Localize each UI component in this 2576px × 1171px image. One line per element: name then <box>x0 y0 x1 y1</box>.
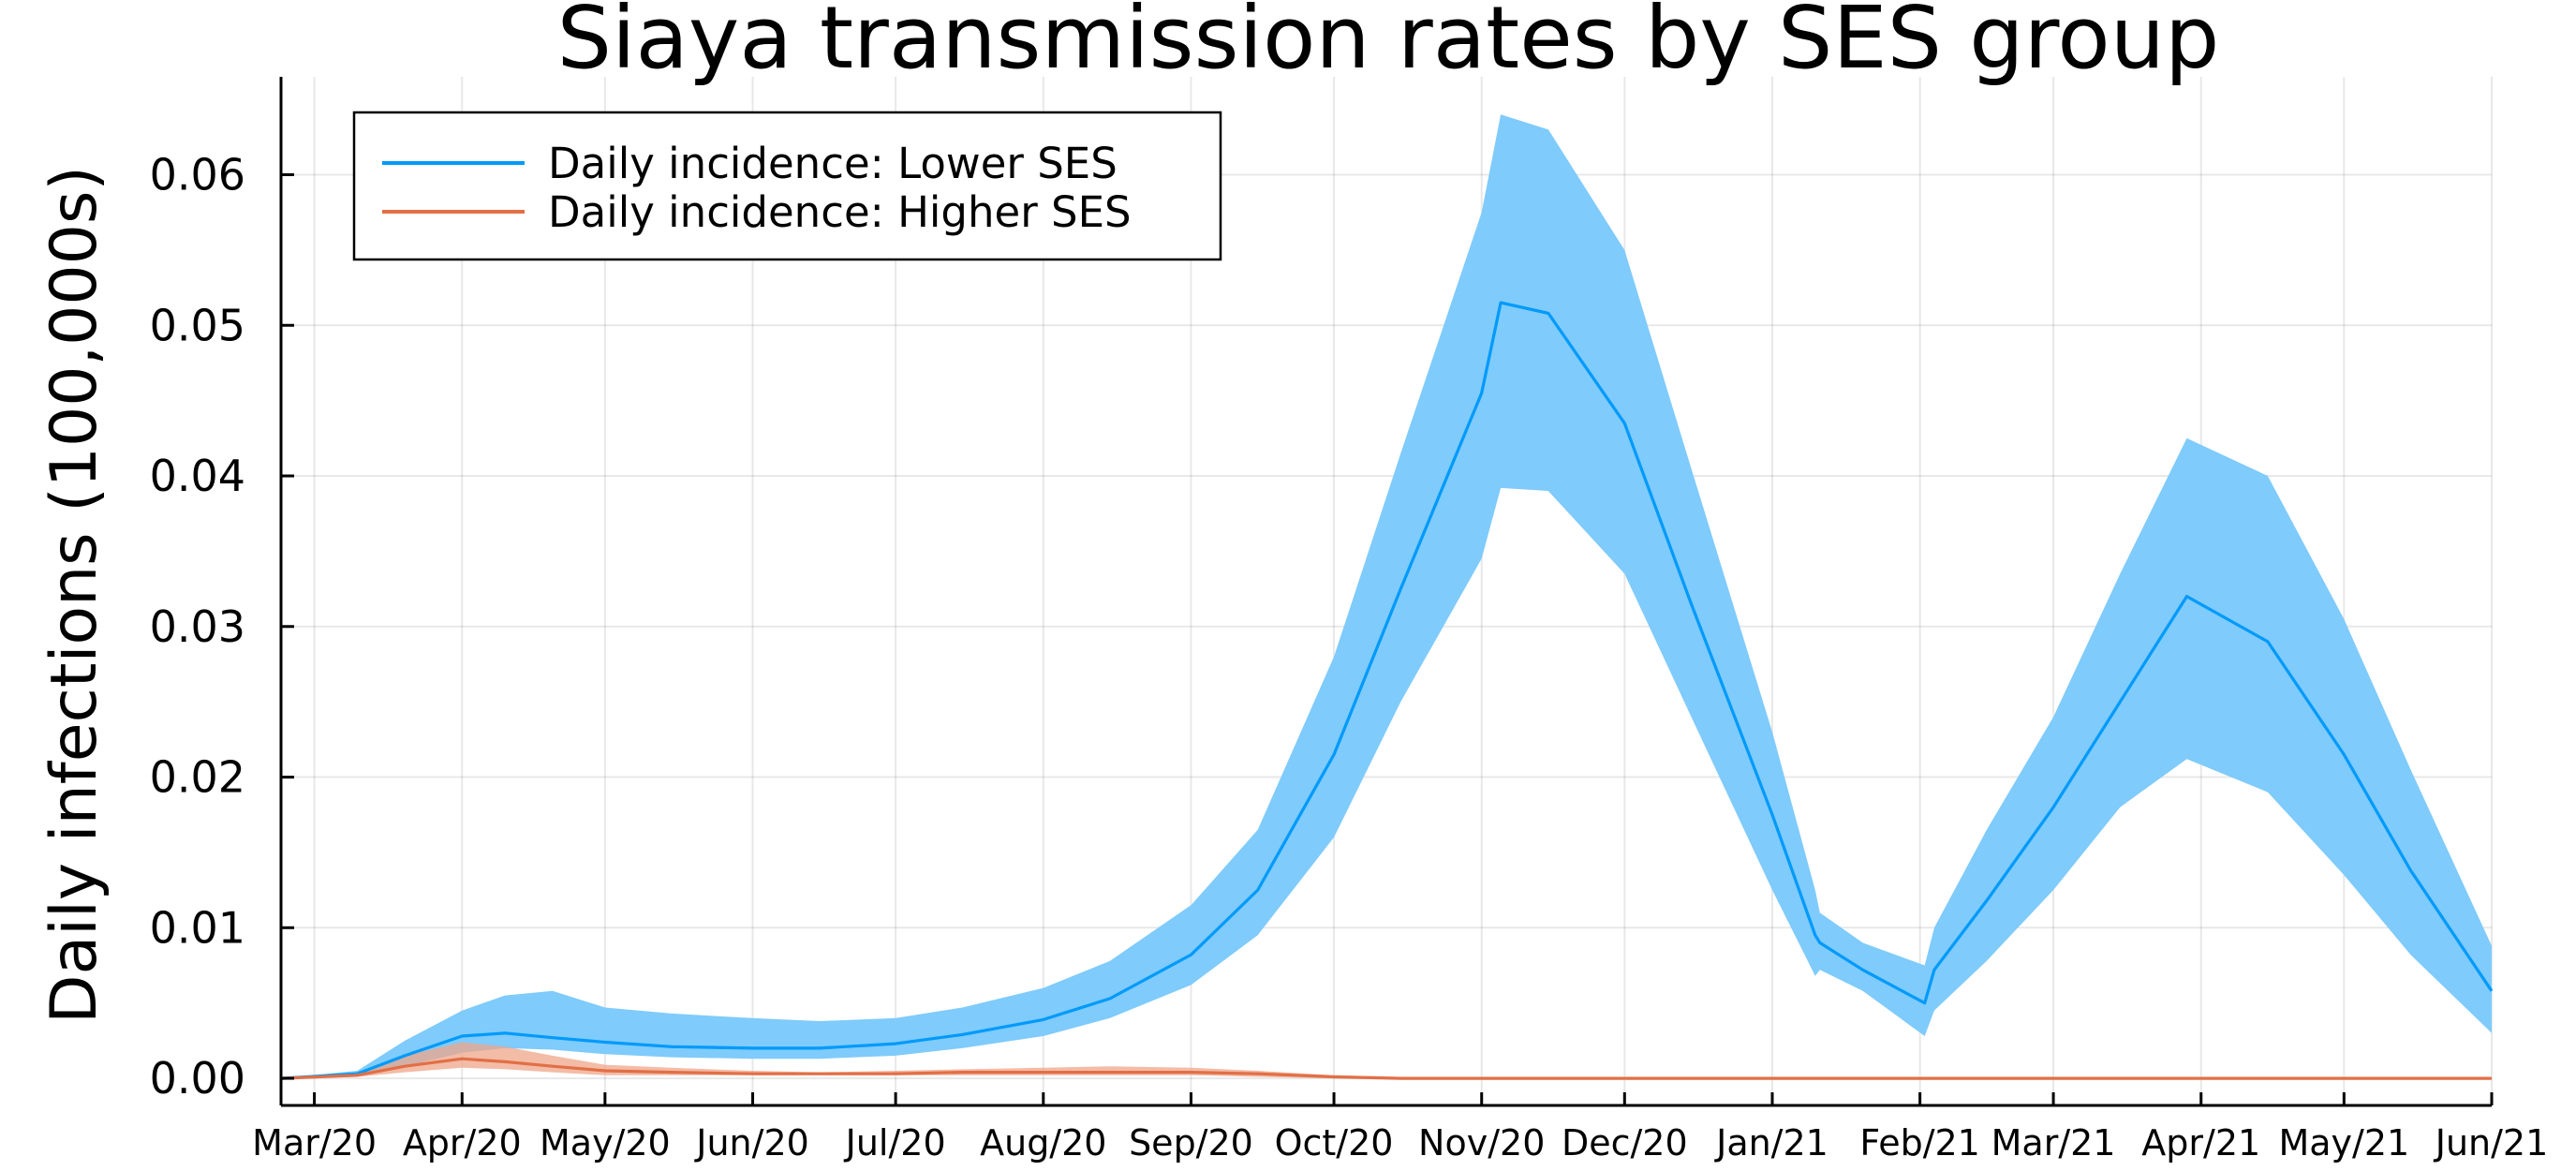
y-axis-label: Daily infections (100,000s) <box>37 166 111 1024</box>
legend-entry: Daily incidence: Lower SES <box>548 139 1118 188</box>
y-tick-label: 0.01 <box>150 902 245 953</box>
y-tick-label: 0.00 <box>150 1053 245 1104</box>
x-tick-label: Jun/20 <box>694 1122 809 1164</box>
x-tick-label: Oct/20 <box>1275 1122 1394 1164</box>
x-tick-label: Dec/20 <box>1562 1122 1688 1164</box>
x-tick-label: May/21 <box>2278 1122 2409 1164</box>
x-tick-label: Jan/21 <box>1714 1122 1828 1164</box>
x-tick-label: May/20 <box>540 1122 671 1164</box>
x-tick-label: Mar/21 <box>1991 1122 2116 1164</box>
x-tick-label: Nov/20 <box>1418 1122 1545 1164</box>
series-line-lower-ses <box>280 301 2494 1080</box>
y-tick-label: 0.05 <box>150 300 245 350</box>
chart-title: Siaya transmission rates by SES group <box>557 0 2220 88</box>
x-tick-label: Apr/21 <box>2141 1122 2260 1164</box>
x-tick-label: Mar/20 <box>252 1122 377 1164</box>
series-line-higher-ses <box>280 1057 2492 1080</box>
confidence-band-lower-ses <box>281 114 2492 1079</box>
series-lines <box>280 301 2494 1080</box>
tick-labels: Mar/20 Apr/20 May/20 Jun/20 Jul/20 Aug/20 Sep/… <box>150 149 2549 1164</box>
x-tick-label: Jul/20 <box>844 1122 946 1164</box>
y-tick-label: 0.06 <box>150 149 245 200</box>
y-tick-label: 0.04 <box>150 451 245 501</box>
axes <box>279 77 2494 1107</box>
x-tick-label: Feb/21 <box>1859 1122 1979 1164</box>
confidence-bands <box>281 114 2492 1079</box>
legend-box <box>352 111 1222 261</box>
x-tick-label: Sep/20 <box>1129 1122 1253 1164</box>
x-tick-label: Apr/20 <box>403 1122 522 1164</box>
y-tick-label: 0.02 <box>150 752 245 803</box>
x-tick-label: Jun/21 <box>2434 1122 2549 1164</box>
x-tick-label: Aug/20 <box>980 1122 1106 1164</box>
legend-entry: Daily incidence: Higher SES <box>548 187 1132 237</box>
y-tick-label: 0.03 <box>150 601 245 652</box>
